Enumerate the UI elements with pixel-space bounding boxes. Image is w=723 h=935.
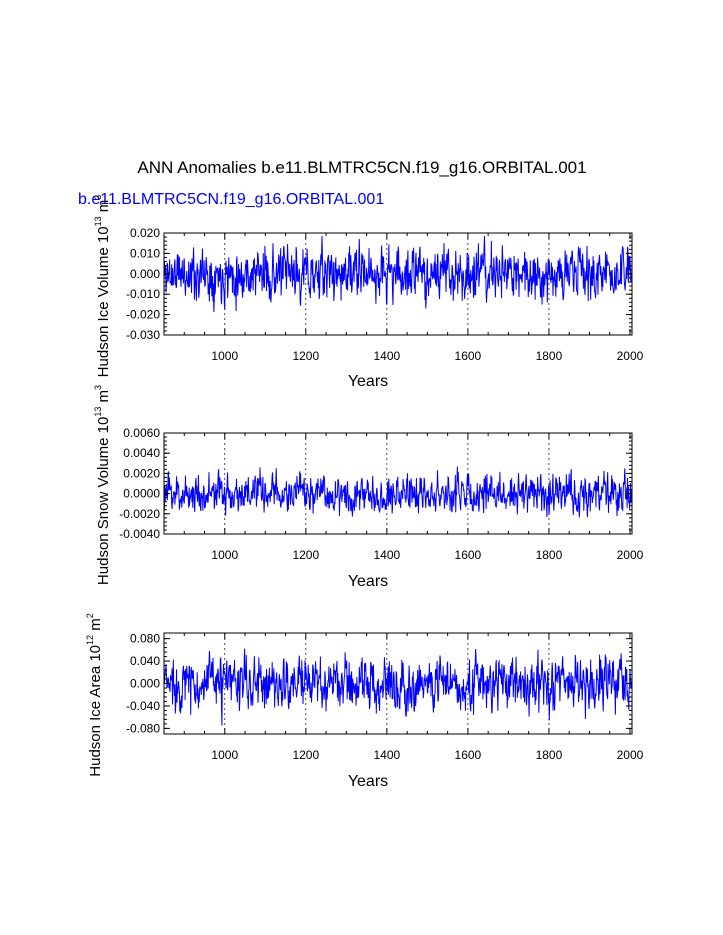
- x-tick-label: 2000: [617, 349, 644, 363]
- y-axis-label-unit: m: [95, 200, 112, 217]
- x-axis-label: Years: [348, 373, 388, 390]
- x-tick-label: 1600: [455, 748, 482, 762]
- y-axis-label-exp: 12: [85, 635, 95, 645]
- y-axis-label-unit-exp: 3: [93, 385, 103, 390]
- y-tick-label: 0.000: [130, 267, 160, 281]
- y-tick-label: -0.040: [126, 699, 160, 713]
- data-series-line: [163, 236, 633, 312]
- y-axis-label-text: Hudson Ice Volume 10: [95, 226, 112, 377]
- x-tick-label: 1000: [211, 548, 238, 562]
- x-tick-label: 1800: [536, 349, 563, 363]
- y-tick-label: -0.030: [126, 328, 160, 342]
- y-tick-label: 0.000: [130, 677, 160, 691]
- plot-frame: [163, 232, 633, 336]
- y-axis-label: Hudson Ice Volume 1013 m3: [93, 195, 112, 378]
- y-axis-label: Hudson Ice Area 1012 m2: [85, 613, 104, 776]
- x-axis-label: Years: [348, 773, 388, 790]
- y-tick-label: -0.080: [126, 721, 160, 735]
- y-axis-label-text: Hudson Snow Volume 10: [95, 417, 112, 585]
- y-tick-label: 0.0020: [123, 466, 160, 480]
- hudson-ice-area-panel: 1000 1200 1400 1600 1800 2000 0.080 0.040 0.000 -…: [85, 613, 644, 790]
- y-axis-label-exp: 13: [93, 216, 103, 226]
- data-series-line: [163, 466, 633, 518]
- y-tick-label: 0.0000: [123, 487, 160, 501]
- y-tick-label: 0.020: [130, 226, 160, 240]
- y-tick-label: -0.010: [126, 287, 160, 301]
- plot-frame: [163, 632, 633, 735]
- x-tick-label: 1000: [211, 349, 238, 363]
- y-axis-label-unit-exp: 3: [93, 195, 103, 200]
- hudson-ice-volume-panel: 1000 1200 1400 1600 1800 2000 0.020 0.010 0.000 -…: [93, 195, 644, 390]
- x-tick-label: 1200: [292, 748, 319, 762]
- x-tick-label: 1800: [536, 548, 563, 562]
- y-tick-label: -0.0040: [119, 527, 160, 541]
- y-tick-label: 0.010: [130, 246, 160, 260]
- x-tick-label: 1600: [455, 548, 482, 562]
- x-tick-label: 1400: [374, 548, 401, 562]
- y-tick-label: 0.040: [130, 654, 160, 668]
- y-tick-label: -0.0020: [119, 507, 160, 521]
- y-axis-label-unit: m: [95, 390, 112, 407]
- y-tick-label: 0.0060: [123, 426, 160, 440]
- plot-frame: [163, 432, 633, 535]
- x-tick-label: 1600: [455, 349, 482, 363]
- x-tick-label: 1400: [374, 349, 401, 363]
- hudson-snow-volume-panel: 1000 1200 1400 1600 1800 2000 0.0060 0.0040 0.00…: [93, 385, 644, 590]
- y-tick-label: 0.0040: [123, 446, 160, 460]
- x-tick-label: 1400: [374, 748, 401, 762]
- x-tick-label: 1800: [536, 748, 563, 762]
- panels: 1000 1200 1400 1600 1800 2000 0.020 0.010 0.000 -…: [85, 195, 644, 790]
- x-axis-label: Years: [348, 573, 388, 590]
- y-axis-label-unit-exp: 2: [85, 613, 95, 618]
- y-axis-label: Hudson Snow Volume 1013 m3: [93, 385, 112, 585]
- x-tick-label: 1000: [211, 748, 238, 762]
- x-tick-label: 1200: [292, 548, 319, 562]
- y-tick-label: 0.080: [130, 632, 160, 646]
- y-tick-label: -0.020: [126, 308, 160, 322]
- y-axis-label-text: Hudson Ice Area 10: [87, 645, 104, 777]
- chart-title: ANN Anomalies b.e11.BLMTRC5CN.f19_g16.OR…: [137, 158, 586, 177]
- chart-subtitle: b.e11.BLMTRC5CN.f19_g16.ORBITAL.001: [78, 191, 384, 208]
- data-series-line: [163, 648, 633, 726]
- x-tick-label: 2000: [617, 548, 644, 562]
- y-axis-label-exp: 13: [93, 407, 103, 417]
- x-tick-label: 2000: [617, 748, 644, 762]
- y-axis-label-unit: m: [87, 618, 104, 635]
- x-tick-label: 1200: [292, 349, 319, 363]
